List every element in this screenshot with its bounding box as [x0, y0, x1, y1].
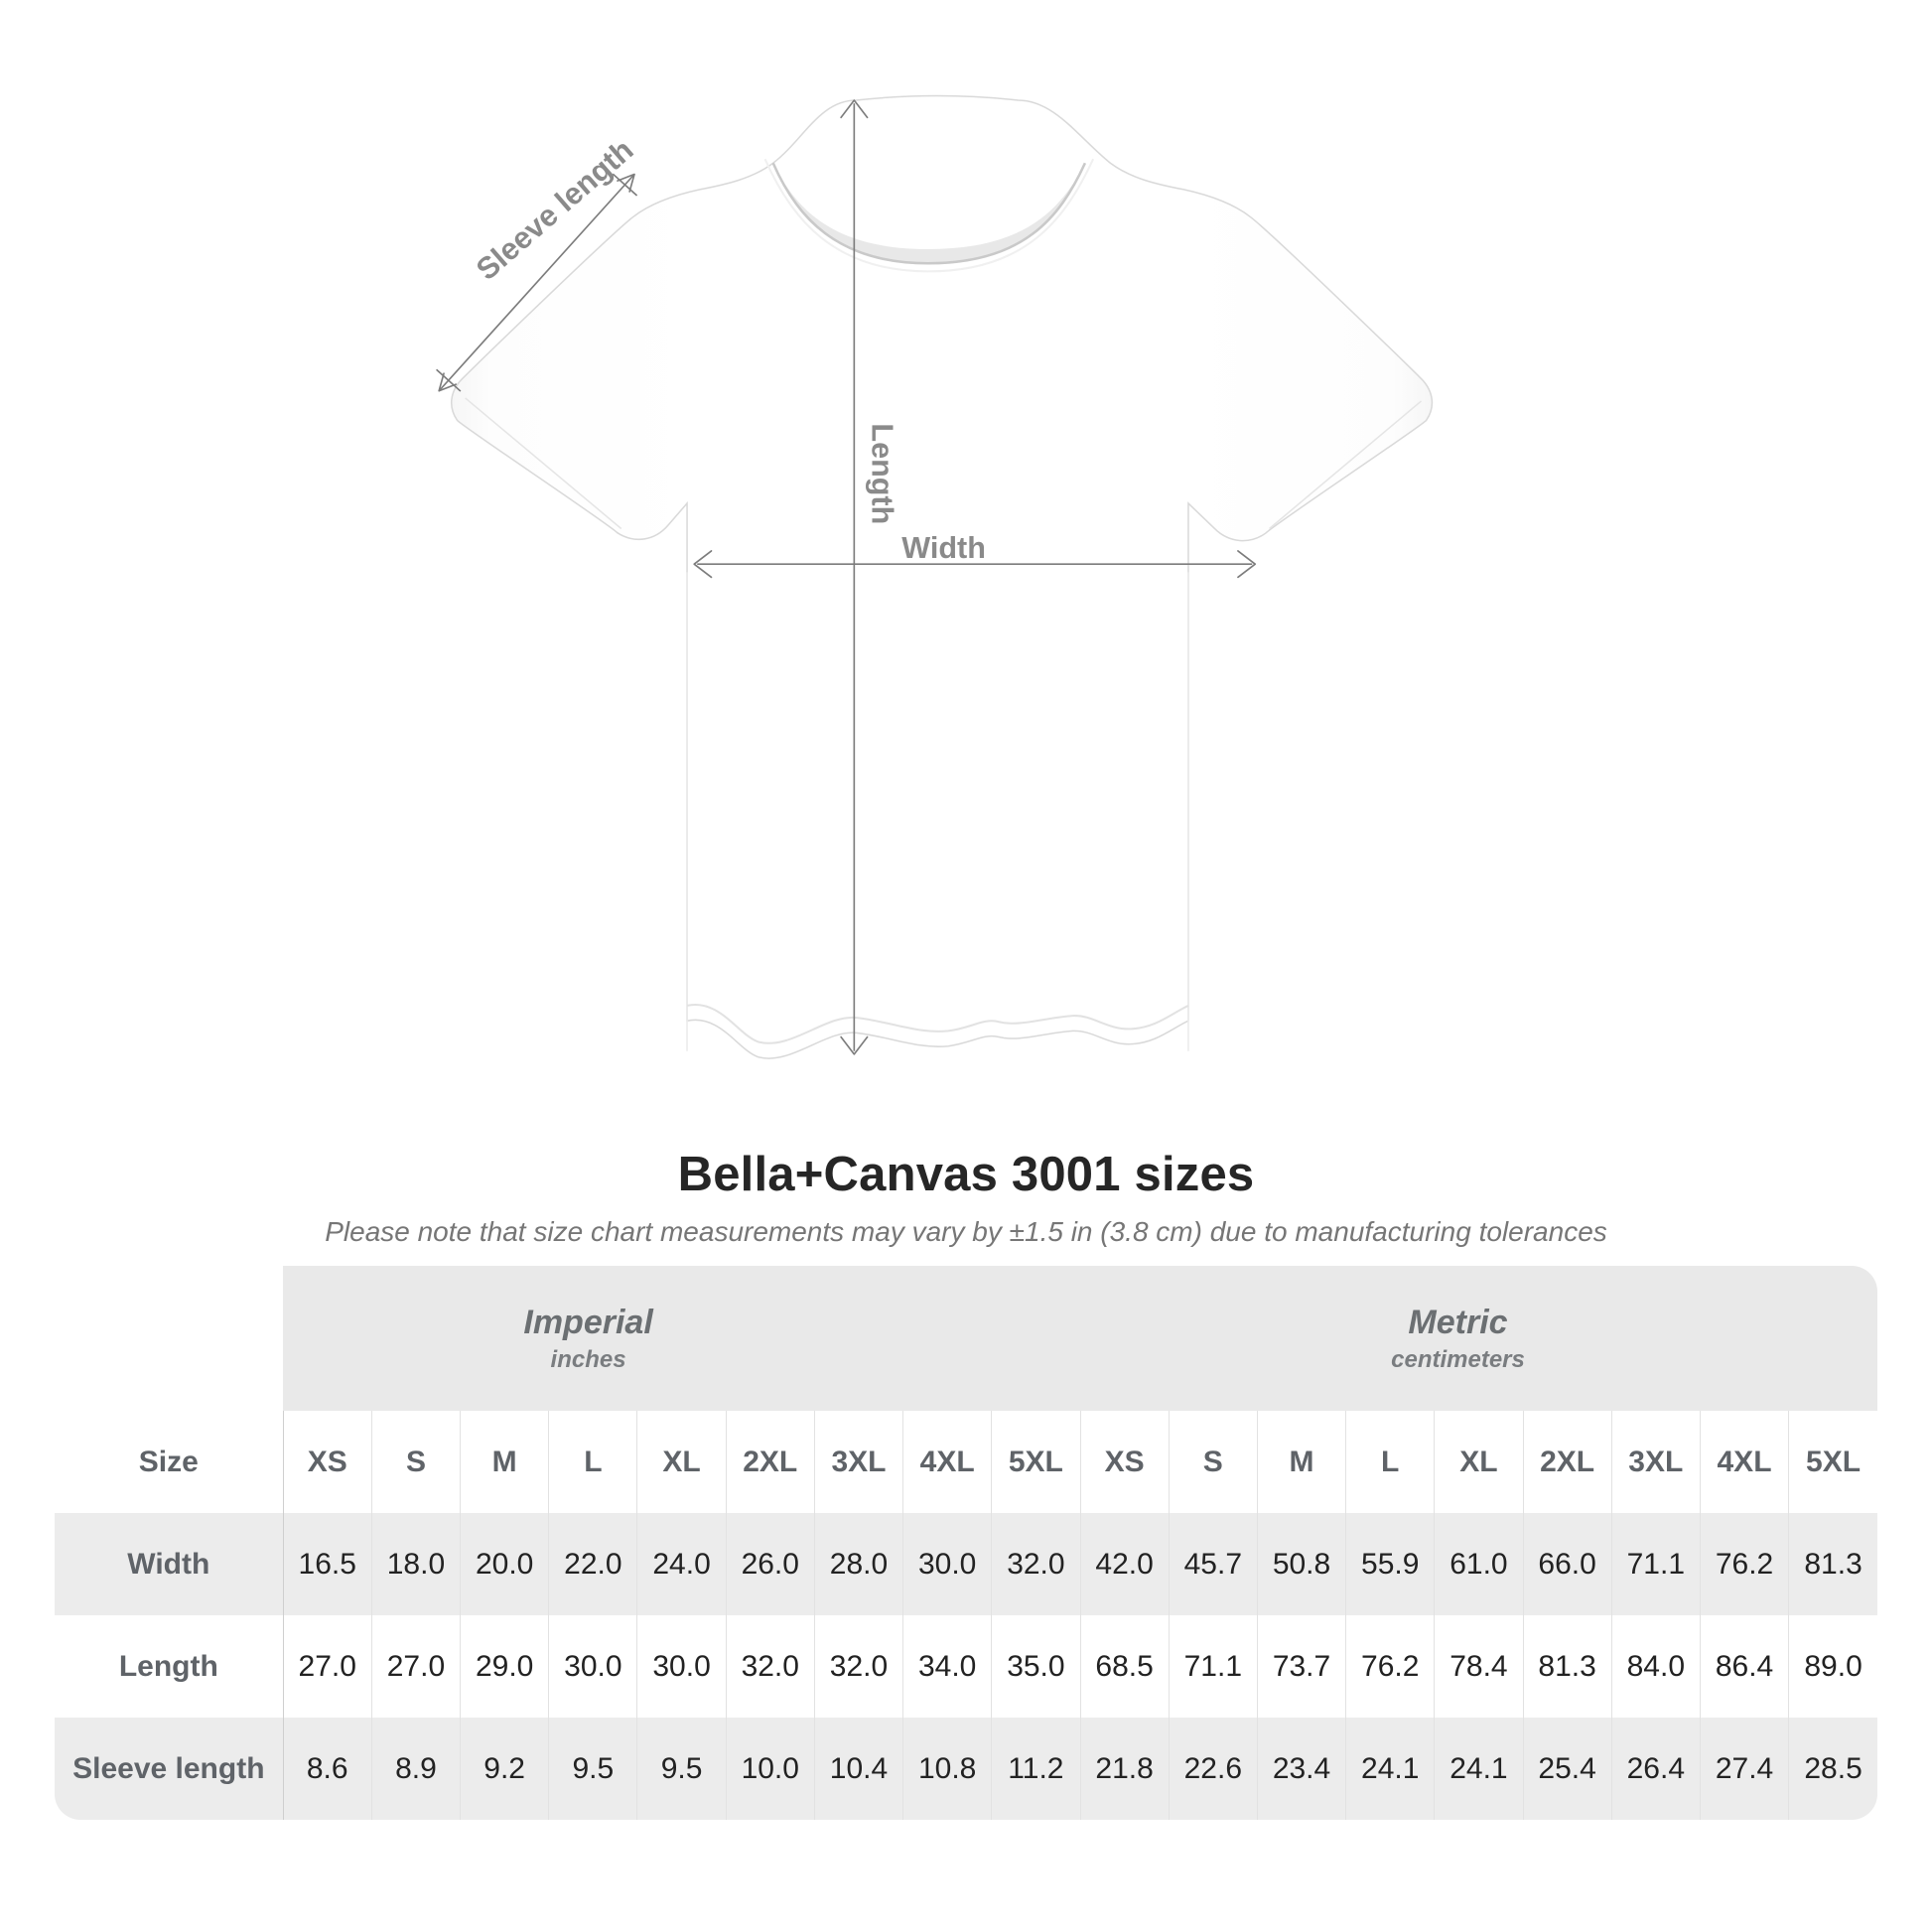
svg-text:Width: Width — [901, 531, 986, 565]
svg-text:Length: Length — [866, 423, 899, 524]
